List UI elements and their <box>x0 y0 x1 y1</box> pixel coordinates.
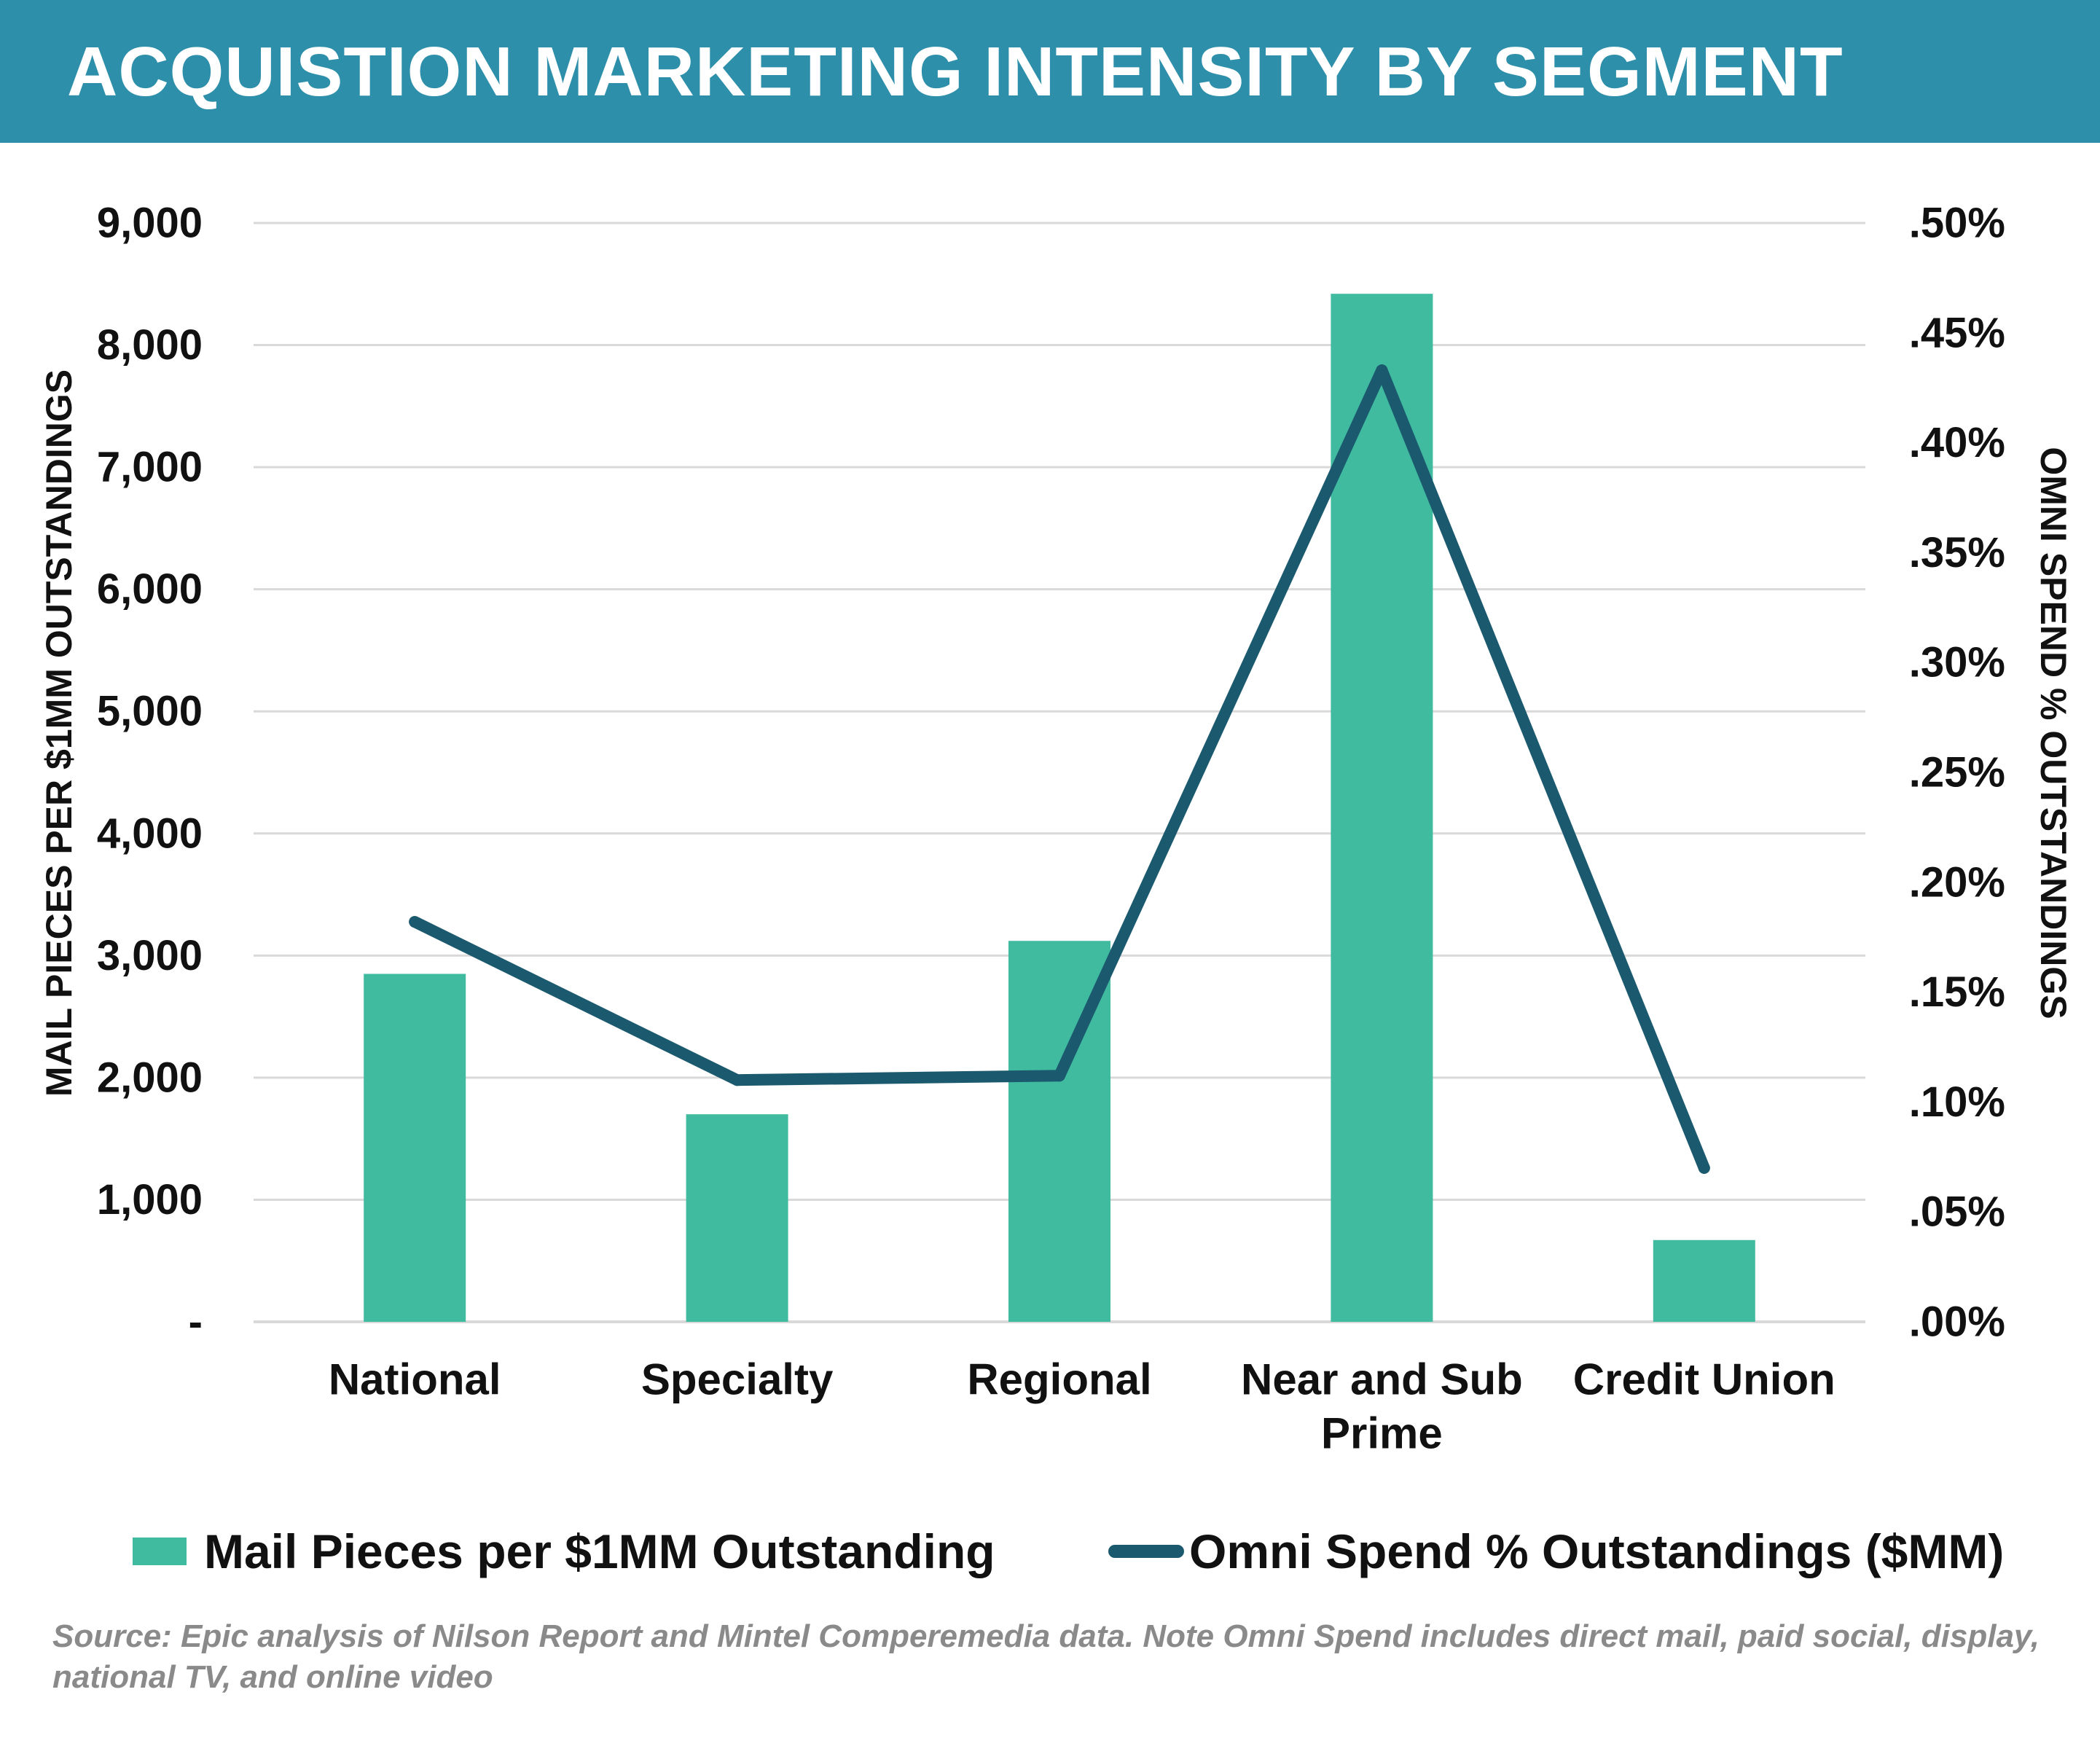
bar <box>1653 1239 1755 1322</box>
line-point <box>1698 1162 1710 1174</box>
y-tick-label: 2,000 <box>97 1054 203 1101</box>
y2-tick-label: .25% <box>1909 749 2005 796</box>
x-tick-label: Credit Union <box>1573 1355 1835 1404</box>
y2-tick-label: .35% <box>1909 529 2005 576</box>
right-axis-title: OMNI SPEND % OUTSTANDINGS <box>2033 447 2074 1019</box>
combo-chart: - 1,000 2,000 3,000 4,000 5,000 6,000 7,000 8,00… <box>39 200 2074 1579</box>
y2-tick-label: .15% <box>1909 968 2005 1016</box>
y-tick-label: 7,000 <box>97 444 203 491</box>
left-axis-title: MAIL PIECES PER $1MM OUTSTANDINGS <box>39 369 79 1097</box>
x-tick-label: Specialty <box>641 1355 834 1404</box>
line-point <box>1054 1070 1065 1082</box>
chart-title: ACQUISTION MARKETING INTENSITY BY SEGMEN… <box>67 33 1844 111</box>
line-point <box>731 1074 743 1086</box>
y-tick-label: 4,000 <box>97 810 203 857</box>
y2-tick-label: .50% <box>1909 200 2005 247</box>
x-tick-label: Prime <box>1321 1409 1443 1458</box>
line-point <box>409 916 421 928</box>
y2-tick-label: .30% <box>1909 639 2005 686</box>
y2-tick-label: .20% <box>1909 858 2005 906</box>
legend: Mail Pieces per $1MM Outstanding Omni Sp… <box>133 1524 2004 1578</box>
y-tick-label: 9,000 <box>97 200 203 247</box>
gridlines <box>254 222 1865 1323</box>
legend-line-label: Omni Spend % Outstandings ($MM) <box>1189 1524 2004 1578</box>
y2-tick-label: .10% <box>1909 1078 2005 1126</box>
y-tick-label: 6,000 <box>97 565 203 613</box>
x-tick-label: National <box>329 1355 501 1404</box>
y-tick-label: 8,000 <box>97 321 203 369</box>
right-axis-ticks: .00% .05% .10% .15% .20% .25% .30% .35% .40% .45%… <box>1909 200 2005 1346</box>
y2-tick-label: .00% <box>1909 1299 2005 1346</box>
y-tick-label: 1,000 <box>97 1176 203 1223</box>
y-tick-label: - <box>189 1299 203 1346</box>
legend-bar-label: Mail Pieces per $1MM Outstanding <box>204 1524 995 1578</box>
line-series <box>409 364 1710 1174</box>
y2-tick-label: .45% <box>1909 309 2005 356</box>
y2-tick-label: .05% <box>1909 1188 2005 1236</box>
x-tick-label: Regional <box>967 1355 1151 1404</box>
bar <box>686 1114 788 1322</box>
title-banner: ACQUISTION MARKETING INTENSITY BY SEGMEN… <box>0 0 2100 143</box>
bar <box>364 974 466 1322</box>
source-note: Source: Epic analysis of Nilson Report a… <box>52 1618 2040 1695</box>
y-tick-label: 5,000 <box>97 688 203 735</box>
y2-tick-label: .40% <box>1909 419 2005 466</box>
y-tick-label: 3,000 <box>97 932 203 979</box>
legend-bar-swatch <box>133 1538 187 1565</box>
category-axis-labels: National Specialty Regional Near and Sub Pri… <box>329 1355 1835 1458</box>
x-tick-label: Near and Sub <box>1241 1355 1523 1404</box>
line-point <box>1376 364 1388 377</box>
bar-series <box>364 294 1755 1322</box>
left-axis-ticks: - 1,000 2,000 3,000 4,000 5,000 6,000 7,000 8,00… <box>97 200 203 1346</box>
